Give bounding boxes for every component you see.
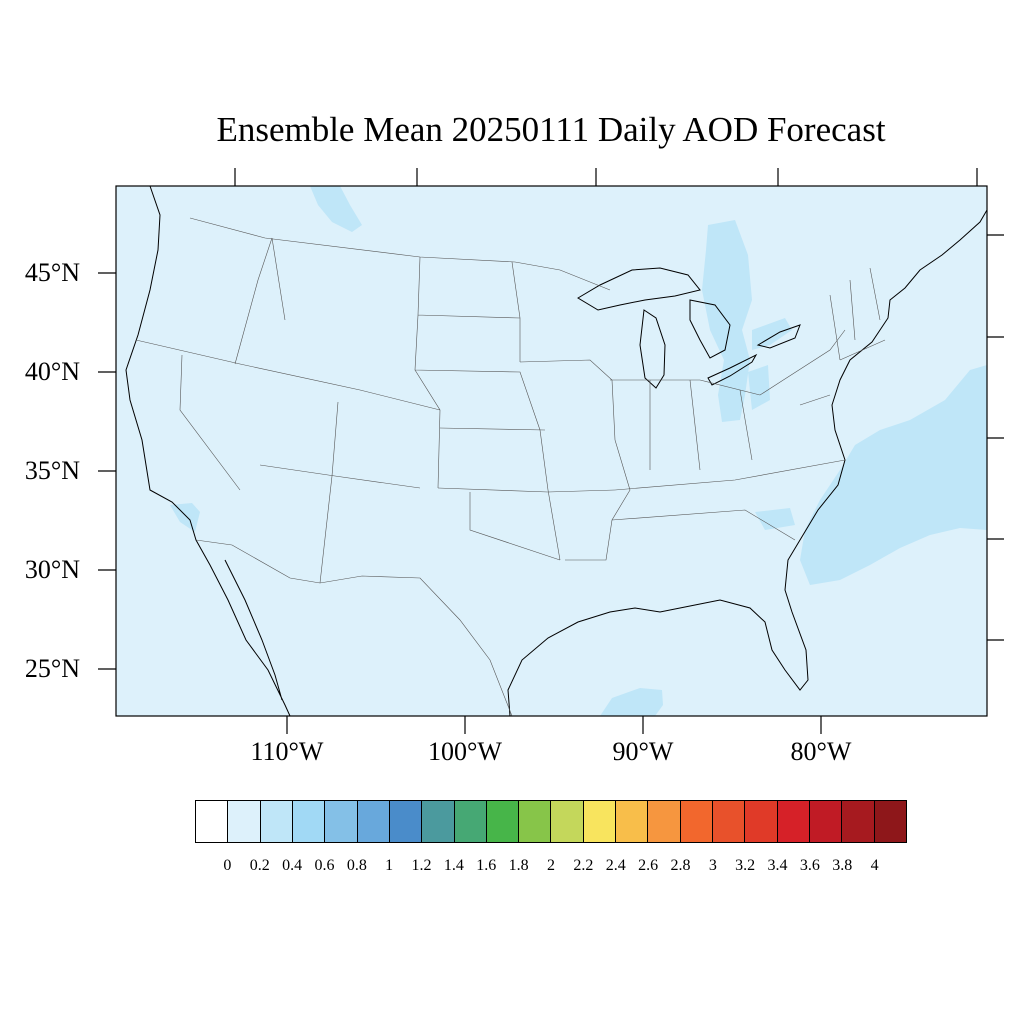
- colorbar-tick-label: 1.2: [411, 857, 432, 874]
- colorbar-swatch: [325, 801, 358, 842]
- lat-label: 35°N: [24, 456, 80, 485]
- colorbar-swatch: [777, 801, 810, 842]
- aod-plume-montana: [310, 186, 362, 232]
- colorbar-tick-label: 1.8: [508, 857, 529, 874]
- colorbar-swatch: [713, 801, 746, 842]
- colorbar-tick-label: 0.8: [346, 857, 367, 874]
- map-tick-marks: [98, 168, 1004, 734]
- lat-label: 40°N: [24, 357, 80, 386]
- colorbar-tick-label: 4: [870, 857, 879, 874]
- colorbar-swatch: [486, 801, 520, 842]
- colorbar-swatch: [228, 801, 261, 842]
- colorbar-tick-label: 1.6: [476, 857, 497, 874]
- colorbar-swatch: [422, 801, 455, 842]
- border-state-lines-west: [135, 237, 441, 584]
- colorbar-swatch: [809, 801, 843, 842]
- colorbar-swatch: [616, 801, 649, 842]
- colorbar-swatch: [389, 801, 423, 842]
- colorbar-tick-label: 2.2: [573, 857, 594, 874]
- colorbar-tick-label: 3.8: [832, 857, 853, 874]
- colorbar-swatch: [874, 801, 906, 842]
- colorbar-tick-label: 1.4: [443, 857, 464, 874]
- lake-erie: [707, 353, 758, 386]
- lat-label: 45°N: [24, 258, 80, 287]
- aod-plume-socal: [170, 503, 200, 532]
- colorbar-swatch: [648, 801, 681, 842]
- map-title: Ensemble Mean 20250111 Daily AOD Forecas…: [216, 110, 886, 149]
- lake-huron: [689, 299, 731, 359]
- state-borders: [135, 217, 886, 717]
- colorbar-swatch: [583, 801, 617, 842]
- border-us-canada: [189, 217, 611, 291]
- lake-michigan: [639, 309, 666, 389]
- lat-label: 25°N: [24, 654, 80, 683]
- great-lakes: [577, 267, 801, 389]
- aod-plume-ohio: [748, 365, 770, 410]
- colorbar-swatch: [196, 801, 229, 842]
- border-us-mexico: [195, 539, 513, 717]
- colorbar-swatch: [551, 801, 584, 842]
- colorbar-tick-label: 0.4: [282, 857, 303, 874]
- colorbar-swatch: [519, 801, 552, 842]
- colorbar-tick-label: 0.6: [314, 857, 335, 874]
- colorbar-swatch: [260, 801, 293, 842]
- lake-ontario: [756, 324, 801, 349]
- colorbar-tick-label: 3.6: [799, 857, 820, 874]
- lon-label: 80°W: [790, 737, 852, 766]
- colorbar-tick-label: 2.8: [670, 857, 691, 874]
- colorbar-tick-label: 3.2: [735, 857, 756, 874]
- colorbar-tick-label: 2.6: [638, 857, 659, 874]
- lon-label: 90°W: [612, 737, 674, 766]
- colorbar-tick-label: 0.2: [249, 857, 270, 874]
- colorbar-swatch: [357, 801, 390, 842]
- colorbar-tick-label: 3.4: [767, 857, 788, 874]
- colorbar-tick-label: 1: [385, 857, 394, 874]
- border-state-lines-plains: [414, 256, 616, 561]
- aod-plume-atlantic: [800, 365, 987, 585]
- lat-label: 30°N: [24, 555, 80, 584]
- border-state-lines-northeast: [799, 267, 886, 406]
- colorbar-swatch: [842, 801, 875, 842]
- lake-superior: [577, 267, 701, 311]
- colorbar: [195, 800, 907, 843]
- colorbar-tick-label: 2.4: [605, 857, 626, 874]
- coastline: [125, 185, 988, 717]
- lon-label: 100°W: [428, 737, 502, 766]
- aod-plume-ontario: [752, 318, 792, 350]
- colorbar-tick-label: 3: [708, 857, 717, 874]
- aod-plume-georgia: [755, 508, 795, 530]
- colorbar-swatch: [454, 801, 487, 842]
- colorbar-swatch: [292, 801, 326, 842]
- colorbar-tick-label: 0: [223, 857, 232, 874]
- map-frame: [115, 185, 988, 717]
- colorbar-swatch: [745, 801, 778, 842]
- colorbar-swatch: [680, 801, 713, 842]
- aod-plume-gulf: [600, 688, 663, 716]
- lon-label: 110°W: [250, 737, 324, 766]
- colorbar-tick-label: 2: [547, 857, 555, 874]
- border-state-lines-east: [519, 329, 846, 561]
